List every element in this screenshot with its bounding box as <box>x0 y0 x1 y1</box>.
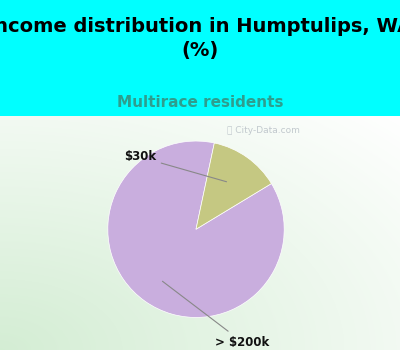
Text: Multirace residents: Multirace residents <box>117 95 283 110</box>
Text: > $200k: > $200k <box>162 281 270 349</box>
Text: ⓘ City-Data.com: ⓘ City-Data.com <box>227 126 300 135</box>
Wedge shape <box>108 141 284 317</box>
Wedge shape <box>196 143 272 229</box>
Text: Income distribution in Humptulips, WA
(%): Income distribution in Humptulips, WA (%… <box>0 17 400 60</box>
Text: $30k: $30k <box>124 150 226 182</box>
